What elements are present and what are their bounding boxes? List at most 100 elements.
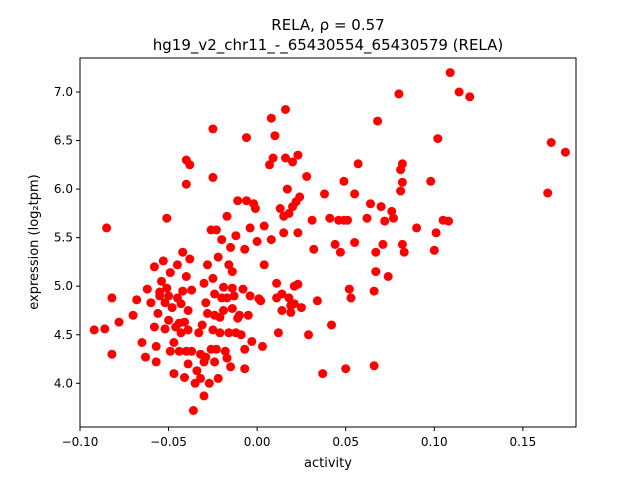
data-point-125 xyxy=(266,113,276,123)
data-point-105 xyxy=(236,330,246,340)
data-point-155 xyxy=(304,330,313,340)
data-point-7 xyxy=(132,295,142,305)
data-point-177 xyxy=(369,286,379,296)
data-point-169 xyxy=(343,215,352,225)
data-point-44 xyxy=(181,272,191,281)
data-point-166 xyxy=(339,176,349,186)
data-point-153 xyxy=(296,303,306,313)
data-point-178 xyxy=(369,361,379,371)
data-point-3 xyxy=(107,293,117,303)
data-point-191 xyxy=(397,159,407,169)
data-points xyxy=(89,68,570,415)
data-point-106 xyxy=(238,284,248,294)
data-point-162 xyxy=(327,320,336,330)
data-point-187 xyxy=(389,213,398,223)
data-point-122 xyxy=(259,221,269,231)
x-tick-label: −0.05 xyxy=(150,435,187,449)
data-point-123 xyxy=(259,260,269,270)
chart-subtitle: hg19_v2_chr11_-_65430554_65430579 (RELA) xyxy=(153,36,504,55)
data-point-91 xyxy=(222,353,232,363)
data-point-61 xyxy=(199,278,209,288)
y-tick-label: 4.0 xyxy=(54,376,73,390)
data-point-206 xyxy=(546,138,556,147)
data-point-165 xyxy=(335,247,345,257)
data-point-170 xyxy=(344,284,354,294)
data-point-66 xyxy=(203,260,212,270)
data-point-20 xyxy=(158,256,168,266)
data-point-181 xyxy=(373,116,383,126)
data-point-199 xyxy=(433,134,443,144)
data-point-183 xyxy=(378,239,388,249)
data-point-201 xyxy=(444,216,453,226)
data-point-6 xyxy=(128,310,138,320)
data-point-27 xyxy=(165,346,175,356)
data-point-186 xyxy=(387,206,397,216)
data-point-133 xyxy=(277,289,287,299)
data-point-28 xyxy=(165,268,175,278)
data-point-100 xyxy=(231,231,241,241)
x-axis-ticks: −0.10 −0.05 0.00 0.05 0.10 0.15 xyxy=(62,427,536,449)
data-point-77 xyxy=(210,357,220,367)
data-point-132 xyxy=(275,204,285,213)
data-point-202 xyxy=(445,68,455,78)
data-point-37 xyxy=(176,328,186,338)
data-point-193 xyxy=(397,239,407,249)
data-point-175 xyxy=(362,213,372,223)
data-point-42 xyxy=(180,373,189,382)
data-point-48 xyxy=(183,325,193,335)
y-axis-ticks: 4.0 4.5 5.0 5.5 6.0 6.5 7.0 xyxy=(54,85,80,390)
data-point-29 xyxy=(167,303,177,313)
data-point-41 xyxy=(180,317,189,327)
data-point-1 xyxy=(100,324,110,334)
data-point-54 xyxy=(188,406,198,415)
x-tick-label: 0.10 xyxy=(421,435,448,449)
data-point-31 xyxy=(169,338,179,347)
data-point-50 xyxy=(185,254,195,264)
data-point-194 xyxy=(399,247,409,257)
y-tick-label: 4.5 xyxy=(54,328,73,342)
data-point-82 xyxy=(215,312,225,322)
data-point-83 xyxy=(215,328,225,338)
data-point-141 xyxy=(284,293,294,303)
data-point-163 xyxy=(330,239,340,249)
data-point-9 xyxy=(141,352,150,362)
data-point-22 xyxy=(160,298,170,308)
data-point-161 xyxy=(325,213,335,223)
data-point-147 xyxy=(289,299,299,309)
data-point-205 xyxy=(543,188,553,198)
data-point-25 xyxy=(164,291,174,301)
data-point-15 xyxy=(151,357,161,367)
data-point-207 xyxy=(560,147,570,157)
data-point-71 xyxy=(208,325,218,335)
data-point-108 xyxy=(240,364,250,374)
data-point-14 xyxy=(151,341,161,351)
data-point-145 xyxy=(288,157,298,167)
data-point-85 xyxy=(217,235,227,245)
data-point-117 xyxy=(250,204,260,213)
data-point-180 xyxy=(371,267,381,277)
data-point-184 xyxy=(380,216,390,226)
data-point-154 xyxy=(302,172,312,181)
data-point-113 xyxy=(245,223,255,233)
data-point-68 xyxy=(204,378,214,388)
data-point-114 xyxy=(245,291,255,301)
y-tick-label: 6.0 xyxy=(54,182,73,196)
y-tick-label: 7.0 xyxy=(54,85,73,99)
data-point-19 xyxy=(157,276,166,286)
data-point-0 xyxy=(89,325,99,335)
data-point-160 xyxy=(320,189,329,199)
data-point-115 xyxy=(247,337,257,346)
y-axis-label: expression (log₂tpm) xyxy=(27,174,42,309)
data-point-90 xyxy=(222,293,232,303)
data-point-67 xyxy=(203,308,212,318)
data-point-152 xyxy=(295,192,305,202)
data-point-51 xyxy=(185,160,195,170)
data-point-79 xyxy=(211,344,221,354)
data-point-92 xyxy=(224,328,234,338)
data-point-2 xyxy=(102,223,112,233)
data-point-23 xyxy=(162,283,172,293)
data-point-64 xyxy=(201,352,211,362)
data-point-198 xyxy=(431,228,441,238)
data-point-96 xyxy=(227,304,237,313)
plot-area-frame xyxy=(79,57,577,428)
